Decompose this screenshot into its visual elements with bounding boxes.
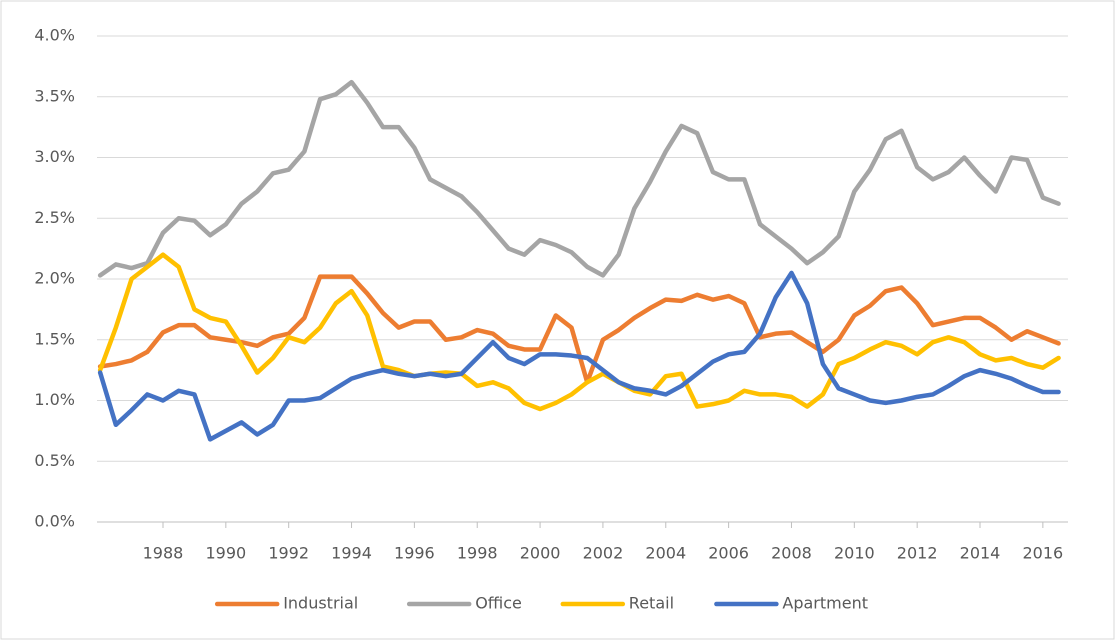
- x-tick-label: 2006: [708, 544, 749, 563]
- x-tick-label: 1994: [331, 544, 372, 563]
- x-tick-label: 1992: [268, 544, 309, 563]
- y-tick-label: 2.5%: [34, 208, 75, 227]
- x-tick-label: 2000: [520, 544, 561, 563]
- x-tick-label: 2014: [960, 544, 1001, 563]
- x-tick-label: 2002: [583, 544, 624, 563]
- x-tick-label: 1988: [143, 544, 184, 563]
- x-tick-label: 2012: [897, 544, 938, 563]
- line-series: [97, 79, 1061, 278]
- y-tick-label: 0.5%: [34, 451, 75, 470]
- legend-label: Apartment: [782, 594, 868, 613]
- y-tick-label: 4.0%: [34, 26, 75, 45]
- x-tick-label: 2016: [1023, 544, 1064, 563]
- legend-label: Office: [475, 594, 522, 613]
- line-series: [97, 270, 1061, 442]
- x-tick-label: 1996: [394, 544, 435, 563]
- y-tick-label: 0.0%: [34, 512, 75, 531]
- y-tick-label: 1.5%: [34, 329, 75, 348]
- y-tick-label: 3.0%: [34, 147, 75, 166]
- line-series: [97, 252, 1061, 412]
- y-tick-label: 1.0%: [34, 390, 75, 409]
- x-tick-label: 1990: [205, 544, 246, 563]
- x-tick-label: 2004: [645, 544, 686, 563]
- x-tick-label: 2008: [771, 544, 812, 563]
- x-tick-label: 1998: [457, 544, 498, 563]
- y-tick-label: 2.0%: [34, 269, 75, 288]
- legend-label: Industrial: [283, 594, 358, 613]
- y-tick-label: 3.5%: [34, 86, 75, 105]
- legend-label: Retail: [629, 594, 674, 613]
- x-tick-label: 2010: [834, 544, 875, 563]
